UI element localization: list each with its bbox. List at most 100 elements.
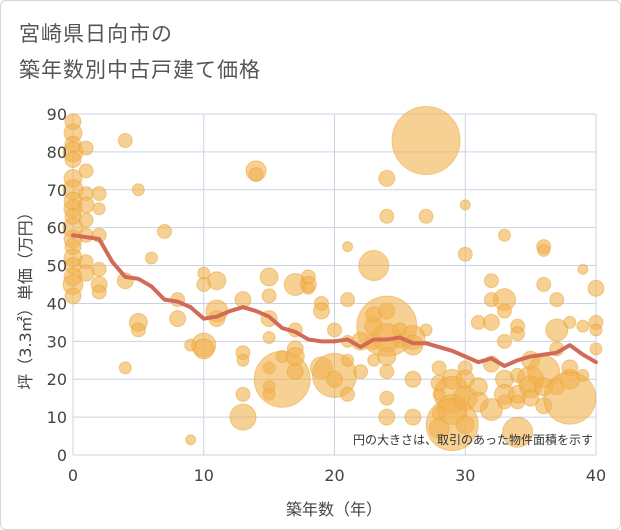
y-tick-label: 0	[57, 446, 67, 465]
data-bubble	[377, 346, 397, 366]
y-tick-label: 40	[47, 294, 67, 313]
data-bubble	[64, 287, 82, 305]
data-bubble	[117, 133, 133, 149]
bubble-size-note: 円の大きさは、取引のあった物件面積を示す	[353, 432, 593, 447]
data-bubble	[496, 303, 512, 319]
data-bubble	[455, 415, 475, 435]
data-bubble	[378, 169, 396, 187]
data-bubble	[537, 243, 551, 257]
data-bubble	[589, 342, 603, 356]
data-bubble	[144, 251, 158, 265]
data-bubble	[379, 390, 395, 406]
data-bubble	[229, 403, 257, 431]
data-bubble	[545, 318, 569, 342]
data-bubble	[391, 106, 461, 176]
y-axis-label: 坪（3.3㎡）単価（万円）	[16, 204, 35, 389]
data-bubble	[577, 263, 589, 275]
x-axis-label: 築年数（年）	[286, 500, 382, 519]
data-bubble	[261, 288, 277, 304]
data-bubble	[404, 370, 422, 388]
x-tick-label: 20	[324, 466, 344, 485]
data-bubble	[157, 223, 173, 239]
data-bubble	[457, 246, 473, 262]
data-bubble	[286, 363, 304, 381]
data-bubble	[522, 389, 540, 407]
data-bubble	[118, 361, 132, 375]
data-bubble	[326, 370, 343, 388]
data-bubble	[285, 346, 305, 366]
data-bubble	[589, 323, 603, 337]
y-tick-label: 50	[47, 257, 67, 276]
data-bubble	[193, 338, 215, 360]
data-bubble	[497, 228, 511, 242]
data-bubble	[379, 208, 395, 224]
data-bubble	[207, 271, 227, 291]
data-bubble	[312, 302, 330, 320]
data-bubble	[77, 264, 95, 282]
data-bubble	[576, 368, 590, 382]
data-bubble	[236, 353, 250, 367]
data-bubble	[78, 212, 94, 228]
data-bubble	[425, 398, 479, 452]
data-bubble	[576, 319, 590, 333]
data-bubble	[91, 284, 107, 300]
y-tick-label: 80	[47, 143, 67, 162]
data-bubble	[563, 315, 577, 329]
data-bubble	[259, 267, 279, 287]
tick-layer: 0 10 20 30 40 50 60 70 80 90 0 10 20 30 40	[47, 105, 607, 485]
data-bubble	[482, 313, 500, 331]
data-bubble	[340, 292, 356, 308]
data-bubble	[404, 408, 422, 426]
x-tick-label: 0	[68, 466, 78, 485]
data-bubble	[483, 273, 499, 289]
chart-title-line-1: 宮崎県日向市の	[19, 22, 173, 46]
x-tick-label: 10	[194, 466, 214, 485]
data-bubble	[479, 398, 503, 422]
data-bubble	[353, 364, 369, 380]
x-tick-label: 40	[586, 466, 606, 485]
data-bubble	[77, 196, 95, 214]
data-bubble	[340, 386, 356, 402]
data-bubble	[536, 277, 552, 292]
y-tick-label: 20	[47, 370, 67, 389]
data-bubble	[92, 202, 106, 216]
average-price-line	[71, 233, 598, 368]
data-bubble	[78, 163, 94, 179]
y-tick-label: 60	[47, 219, 67, 238]
data-bubble	[418, 208, 434, 224]
data-bubble	[235, 386, 251, 402]
data-bubble	[64, 150, 82, 168]
data-bubble	[131, 183, 145, 197]
data-bubble	[185, 434, 197, 446]
data-bubble	[510, 326, 526, 342]
data-bubble	[130, 322, 146, 338]
data-bubble	[419, 323, 433, 337]
data-bubble	[342, 241, 354, 253]
data-bubble	[459, 199, 471, 211]
x-tick-label: 30	[455, 466, 475, 485]
data-bubble	[327, 322, 342, 338]
data-bubble	[358, 250, 390, 282]
data-bubble	[549, 292, 565, 308]
data-bubble	[379, 364, 395, 380]
y-tick-label: 90	[47, 105, 67, 124]
data-bubble	[341, 353, 355, 367]
data-bubble	[496, 333, 512, 349]
data-bubble	[262, 331, 276, 345]
data-bubble	[301, 281, 315, 295]
data-bubble	[91, 186, 107, 202]
data-bubble	[91, 261, 107, 277]
data-bubble	[502, 416, 534, 448]
data-bubble	[78, 140, 94, 156]
chart-title-line-2: 築年数別中古戸建て価格	[19, 58, 261, 82]
data-bubble	[543, 371, 597, 425]
y-tick-label: 70	[47, 181, 67, 200]
data-bubble	[248, 167, 264, 183]
data-bubble	[378, 408, 396, 426]
line-layer	[71, 233, 598, 368]
data-bubble	[169, 310, 187, 328]
y-tick-label: 10	[47, 408, 67, 427]
y-tick-label: 30	[47, 332, 67, 351]
